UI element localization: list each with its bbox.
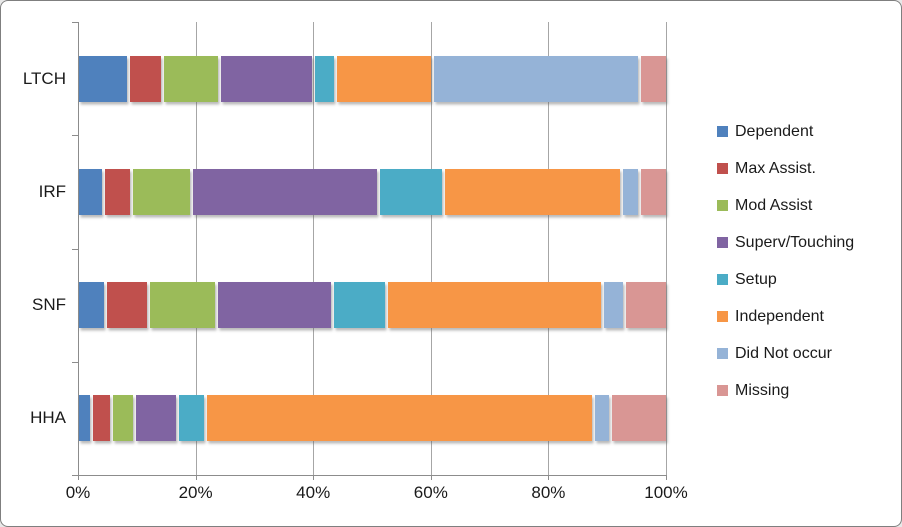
legend-swatch-icon	[717, 311, 728, 322]
bar-segment-mod-assist	[164, 55, 218, 102]
x-tick-label: 20%	[178, 483, 213, 502]
bar-segment-max-assist	[107, 282, 148, 329]
bar-row	[79, 282, 667, 329]
y-axis-tick	[72, 135, 78, 137]
bar-segment-missing	[640, 55, 666, 102]
bar-segment-mod-assist	[133, 168, 190, 215]
bar-segment-setup	[178, 395, 205, 442]
legend-label: Max Assist.	[735, 159, 816, 177]
bar-segment-dependent	[79, 395, 91, 442]
gridline	[548, 22, 550, 475]
bar-segment-independent	[337, 55, 431, 102]
legend-swatch-icon	[717, 385, 728, 396]
x-tick-label: 0%	[65, 483, 91, 502]
bar-segment-superv-touching	[192, 168, 377, 215]
y-axis-tick	[72, 22, 78, 23]
x-tick-label: 80%	[531, 483, 566, 502]
legend-item: Missing	[717, 381, 854, 400]
bar-row	[79, 55, 666, 102]
legend-swatch-icon	[717, 163, 728, 174]
x-axis-line	[72, 475, 666, 476]
legend-item: Did Not occur	[717, 344, 854, 363]
legend-swatch-icon	[717, 274, 728, 285]
x-tick-label: 60%	[413, 483, 448, 502]
bar-segment-mod-assist	[150, 282, 216, 329]
bar-segment-dependent	[79, 282, 105, 329]
bar-segment-independent	[444, 168, 621, 215]
gridline	[430, 22, 432, 475]
legend-label: Superv/Touching	[735, 233, 855, 251]
gridline	[195, 22, 197, 475]
x-axis-tick	[195, 475, 197, 480]
legend-item: Max Assist.	[717, 159, 854, 178]
bar-segment-mod-assist	[113, 395, 134, 442]
category-label: LTCH	[22, 68, 66, 88]
bar-segment-max-assist	[130, 55, 162, 102]
x-tick-label: 40%	[296, 483, 331, 502]
legend-label: Dependent	[735, 122, 814, 140]
bar-segment-did-not-occur	[595, 395, 610, 442]
bar-segment-max-assist	[93, 395, 111, 442]
x-axis-tick	[430, 475, 432, 480]
bar-row	[79, 168, 666, 215]
x-axis-tick	[666, 475, 667, 480]
bar-segment-did-not-occur	[433, 55, 638, 102]
bar-segment-missing	[640, 168, 666, 215]
legend-item: Dependent	[717, 122, 854, 141]
legend-swatch-icon	[717, 200, 728, 211]
bar-segment-superv-touching	[136, 395, 176, 442]
bar-segment-max-assist	[104, 168, 131, 215]
legend-item: Independent	[717, 307, 854, 326]
x-axis-tick	[78, 475, 79, 480]
legend-item: Superv/Touching	[717, 233, 854, 252]
bar-segment-dependent	[79, 168, 102, 215]
bar-segment-superv-touching	[218, 282, 332, 329]
category-label: IRF	[38, 181, 66, 201]
bar-segment-independent	[207, 395, 593, 442]
legend-swatch-icon	[717, 348, 728, 359]
bar-segment-missing	[626, 282, 667, 329]
category-label: SNF	[32, 295, 66, 315]
legend: Dependent Max Assist. Mod Assist Superv/Tou…	[717, 122, 854, 418]
legend-swatch-icon	[717, 237, 728, 248]
legend-label: Setup	[735, 270, 777, 288]
bar-segment-dependent	[79, 55, 128, 102]
bar-segment-superv-touching	[221, 55, 312, 102]
legend-item: Setup	[717, 270, 854, 289]
legend-label: Independent	[735, 307, 824, 325]
bar-segment-setup	[334, 282, 386, 329]
plot-area	[78, 22, 666, 475]
bar-segment-did-not-occur	[603, 282, 624, 329]
gridline	[313, 22, 315, 475]
bar-segment-missing	[612, 395, 666, 442]
bar-segment-did-not-occur	[623, 168, 638, 215]
bar-segment-independent	[388, 282, 601, 329]
y-axis-tick	[72, 361, 78, 363]
gridline	[666, 22, 667, 475]
category-label: HHA	[30, 408, 66, 428]
legend-swatch-icon	[717, 126, 728, 137]
bar-segment-setup	[314, 55, 335, 102]
legend-item: Mod Assist	[717, 196, 854, 215]
bar-segment-setup	[379, 168, 442, 215]
y-axis-tick	[72, 248, 78, 250]
bar-row	[79, 395, 666, 442]
y-axis-tick	[72, 475, 78, 476]
legend-label: Mod Assist	[735, 196, 813, 214]
x-axis-tick	[313, 475, 315, 480]
legend-label: Did Not occur	[735, 344, 832, 362]
x-tick-label: 100%	[644, 483, 688, 502]
legend-label: Missing	[735, 381, 790, 399]
x-axis-tick	[548, 475, 550, 480]
